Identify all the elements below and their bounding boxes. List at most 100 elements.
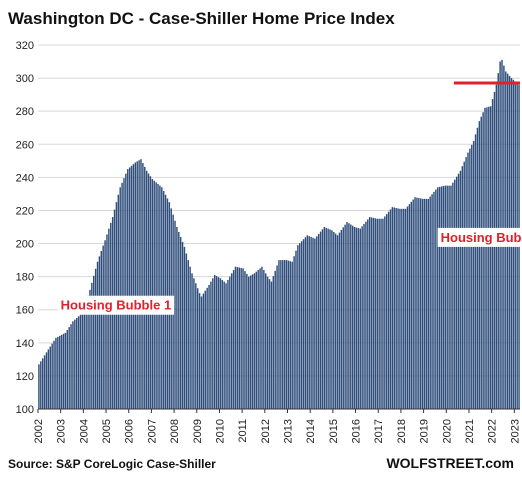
bar	[259, 268, 261, 409]
y-tick-label: 140	[16, 338, 34, 350]
bar	[208, 284, 210, 409]
x-tick-label: 2015	[328, 419, 340, 443]
bar	[87, 295, 89, 409]
bar	[418, 198, 420, 409]
bar	[185, 253, 188, 409]
x-tick-label: 2022	[487, 419, 499, 443]
bar	[74, 319, 76, 409]
bar	[461, 166, 464, 409]
bar	[299, 243, 301, 409]
y-tick-label: 220	[16, 205, 34, 217]
bar	[316, 236, 318, 409]
bar	[414, 197, 416, 409]
x-tick-label: 2013	[283, 419, 295, 443]
bar	[219, 278, 222, 409]
bar	[246, 273, 248, 409]
bar	[476, 127, 479, 410]
bar	[455, 176, 458, 409]
y-tick-label: 160	[16, 305, 34, 317]
bar	[123, 178, 125, 409]
x-tick-label: 2020	[441, 419, 453, 443]
bar	[469, 148, 471, 409]
bar	[55, 337, 57, 409]
bar	[295, 250, 297, 409]
bar	[486, 107, 488, 409]
bar	[176, 227, 178, 409]
bar	[472, 140, 475, 410]
bar	[191, 273, 193, 409]
bar	[367, 219, 369, 409]
x-tick-label: 2023	[509, 419, 521, 443]
bar	[493, 91, 496, 409]
bar	[393, 207, 395, 409]
bar	[96, 261, 99, 409]
bar	[231, 273, 233, 409]
bar	[204, 290, 206, 409]
bar	[427, 198, 430, 409]
bar	[361, 226, 363, 409]
bar	[440, 186, 443, 409]
bar	[350, 224, 352, 409]
bar	[43, 355, 46, 409]
bar	[463, 161, 465, 409]
bar	[221, 279, 223, 409]
x-tick-label: 2016	[351, 419, 363, 443]
bar	[397, 208, 399, 409]
bar	[94, 268, 97, 409]
bar	[236, 267, 239, 409]
bar	[480, 116, 482, 410]
bar	[482, 112, 484, 409]
source-note: Source: S&P CoreLogic Case-Shiller	[8, 457, 216, 471]
bar	[484, 107, 486, 409]
bar	[452, 182, 454, 409]
bar	[368, 217, 371, 409]
bar	[98, 256, 101, 409]
bar	[198, 293, 201, 409]
x-tick-label: 2017	[373, 419, 385, 443]
bar	[312, 237, 314, 409]
bar	[387, 211, 390, 409]
bar	[79, 314, 82, 409]
x-tick-label: 2019	[419, 419, 431, 443]
bar	[91, 282, 93, 409]
bar	[85, 301, 87, 409]
bar	[210, 281, 212, 409]
bar	[385, 214, 388, 409]
bar	[433, 191, 435, 409]
bar	[363, 224, 365, 409]
y-tick-label: 320	[16, 40, 34, 52]
bar	[108, 228, 110, 409]
bar	[454, 179, 456, 409]
bar	[58, 335, 61, 409]
bar	[193, 278, 195, 409]
bar	[227, 279, 229, 409]
bar	[416, 197, 418, 409]
x-tick-label: 2005	[101, 419, 113, 443]
bar	[421, 198, 424, 409]
bar	[68, 327, 70, 409]
bar	[178, 231, 180, 409]
bar	[251, 274, 254, 409]
bar	[217, 277, 220, 409]
x-tick-label: 2021	[464, 419, 476, 443]
bar	[240, 267, 242, 409]
bar	[64, 332, 67, 409]
bar	[76, 318, 78, 409]
bar	[444, 185, 447, 409]
bar	[261, 266, 263, 409]
bar	[359, 228, 361, 409]
bar	[471, 144, 473, 409]
bar	[374, 218, 377, 409]
bar	[274, 270, 276, 409]
bar	[340, 229, 343, 409]
bar	[41, 358, 44, 409]
bar	[181, 241, 184, 409]
bar	[488, 106, 490, 409]
bar	[89, 289, 91, 409]
bar	[110, 222, 112, 409]
bar	[334, 233, 337, 409]
bar	[342, 227, 344, 409]
y-tick-label: 120	[16, 371, 34, 383]
bar	[317, 233, 320, 409]
